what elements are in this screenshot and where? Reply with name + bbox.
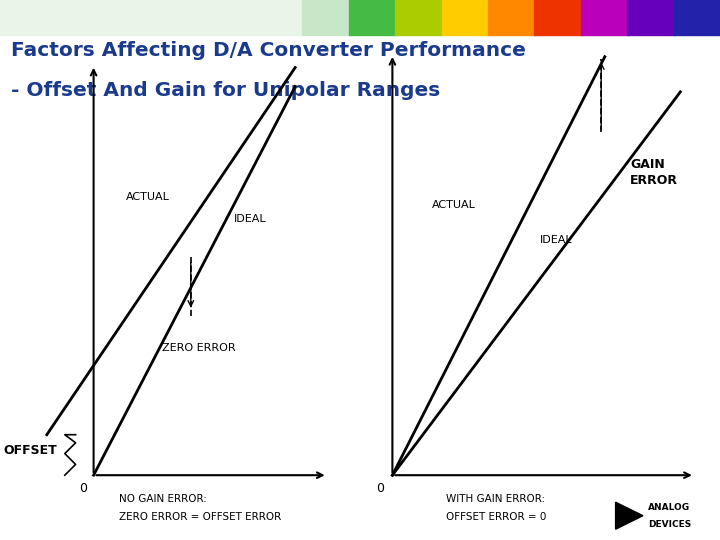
Text: OFFSET ERROR = 0: OFFSET ERROR = 0 xyxy=(446,512,546,522)
Text: 0: 0 xyxy=(78,482,87,495)
Bar xyxy=(674,0,720,35)
Text: IDEAL: IDEAL xyxy=(540,235,572,245)
Bar xyxy=(534,0,582,35)
Text: ACTUAL: ACTUAL xyxy=(432,200,476,210)
Bar xyxy=(348,0,397,35)
Text: ZERO ERROR = OFFSET ERROR: ZERO ERROR = OFFSET ERROR xyxy=(119,512,281,522)
Polygon shape xyxy=(616,502,643,529)
Bar xyxy=(488,0,536,35)
Bar xyxy=(395,0,443,35)
Text: NO GAIN ERROR:: NO GAIN ERROR: xyxy=(119,495,207,504)
Bar xyxy=(302,0,350,35)
Text: ACTUAL: ACTUAL xyxy=(126,192,170,202)
Text: ZERO ERROR: ZERO ERROR xyxy=(162,343,235,353)
Text: IDEAL: IDEAL xyxy=(234,214,266,224)
Text: 0: 0 xyxy=(376,482,384,495)
Bar xyxy=(441,0,490,35)
Text: ANALOG: ANALOG xyxy=(648,503,690,512)
Bar xyxy=(0,0,302,35)
Text: GAIN
ERROR: GAIN ERROR xyxy=(630,158,678,187)
Text: - Offset And Gain for Unipolar Ranges: - Offset And Gain for Unipolar Ranges xyxy=(11,81,440,100)
Bar xyxy=(581,0,629,35)
Text: DEVICES: DEVICES xyxy=(648,520,691,529)
Text: Factors Affecting D/A Converter Performance: Factors Affecting D/A Converter Performa… xyxy=(11,40,526,59)
Text: OFFSET: OFFSET xyxy=(4,444,58,457)
Bar xyxy=(627,0,675,35)
Text: WITH GAIN ERROR:: WITH GAIN ERROR: xyxy=(446,495,546,504)
